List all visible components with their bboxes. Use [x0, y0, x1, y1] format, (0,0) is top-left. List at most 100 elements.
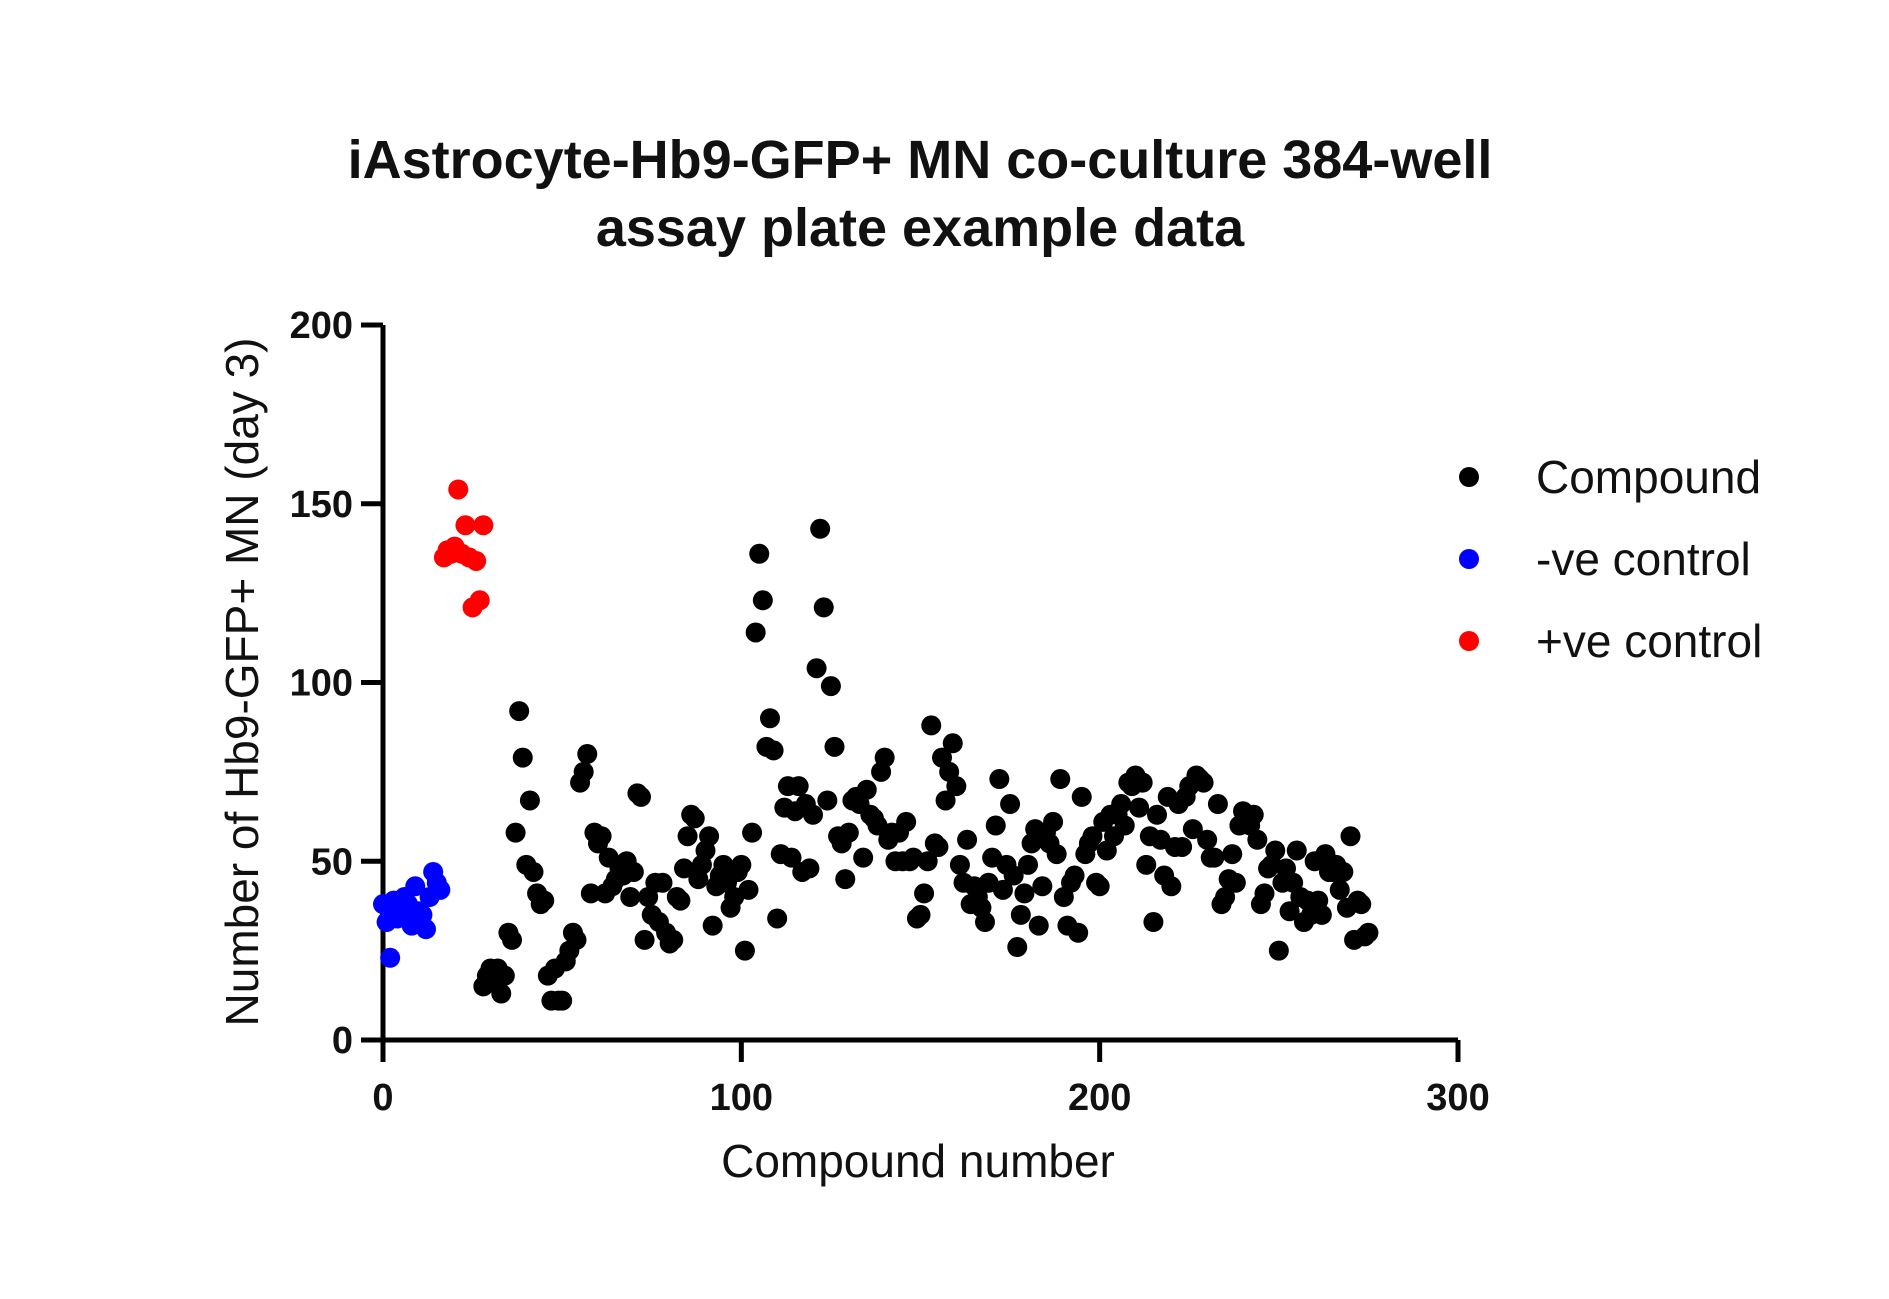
data-point — [466, 550, 487, 571]
data-point — [734, 940, 755, 961]
data-point — [1279, 901, 1300, 922]
data-point — [813, 597, 834, 618]
legend: Compound -ve control +ve control — [1459, 451, 1762, 667]
data-point — [652, 872, 673, 893]
data-point — [985, 815, 1006, 836]
data-point — [835, 869, 856, 890]
data-point — [838, 822, 859, 843]
data-point — [674, 858, 694, 879]
data-point — [799, 858, 820, 879]
data-point — [502, 929, 522, 950]
chart-title: iAstrocyte-Hb9-GFP+ MN co-culture 384-we… — [348, 130, 1493, 258]
data-point — [534, 890, 555, 911]
data-point — [1050, 769, 1071, 790]
data-point — [1046, 844, 1067, 865]
data-point — [788, 776, 809, 797]
legend-label: +ve control — [1536, 615, 1762, 667]
data-point — [573, 761, 594, 782]
data-point — [702, 915, 723, 936]
data-point — [767, 908, 788, 929]
data-point — [935, 790, 956, 811]
data-point — [738, 879, 759, 900]
data-point — [699, 826, 720, 847]
data-point — [1193, 772, 1214, 793]
data-point — [519, 790, 540, 811]
data-point — [552, 990, 573, 1011]
data-point — [634, 929, 655, 950]
data-point — [380, 947, 401, 968]
data-point — [1000, 794, 1021, 815]
data-point — [1358, 922, 1379, 943]
data-point — [1147, 804, 1167, 825]
legend-item: -ve control — [1459, 533, 1751, 585]
data-point — [817, 790, 838, 811]
data-point — [1032, 876, 1053, 897]
data-point — [623, 861, 644, 882]
y-tick-label: 100 — [290, 663, 353, 705]
series-group — [373, 861, 451, 968]
data-point — [523, 861, 544, 882]
x-axis-label: Compound number — [721, 1135, 1115, 1187]
data-point — [416, 919, 436, 940]
data-point — [1082, 826, 1103, 847]
data-point — [663, 929, 684, 950]
data-point — [1014, 883, 1035, 904]
data-point — [921, 715, 942, 736]
data-point — [928, 836, 949, 857]
data-point — [760, 708, 780, 729]
data-point — [1018, 854, 1038, 875]
data-point — [1265, 840, 1286, 861]
series-group — [433, 479, 494, 618]
data-point — [1286, 840, 1307, 861]
data-point — [430, 879, 451, 900]
data-point — [1111, 794, 1132, 815]
data-point — [1132, 772, 1153, 793]
series-group — [473, 518, 1379, 1011]
data-point — [448, 479, 469, 500]
data-point — [512, 747, 533, 768]
data-point — [1207, 794, 1228, 815]
data-point — [763, 740, 784, 761]
y-tick-label: 150 — [290, 484, 353, 526]
data-point — [917, 851, 938, 872]
data-point — [509, 701, 530, 722]
data-point — [1197, 829, 1218, 850]
y-tick-label: 0 — [332, 1020, 353, 1062]
data-point — [1043, 811, 1064, 832]
data-point — [1333, 861, 1354, 882]
data-point — [1247, 829, 1268, 850]
x-ticks: 0 100 200 300 — [372, 1040, 1490, 1119]
data-point — [1340, 826, 1361, 847]
chart-title-line-1: iAstrocyte-Hb9-GFP+ MN co-culture 384-we… — [348, 130, 1493, 190]
data-point — [1329, 879, 1350, 900]
data-point — [874, 747, 895, 768]
data-point — [1114, 815, 1135, 836]
data-point — [824, 736, 845, 757]
legend-marker — [1459, 467, 1479, 487]
data-point — [949, 854, 970, 875]
y-tick-label: 50 — [311, 841, 353, 883]
data-point — [1136, 854, 1157, 875]
data-point — [1010, 904, 1031, 925]
x-tick-label: 100 — [710, 1077, 773, 1119]
data-point — [1172, 836, 1193, 857]
data-point — [405, 876, 426, 897]
data-point — [989, 769, 1010, 790]
data-point — [580, 883, 601, 904]
data-point — [745, 622, 766, 643]
y-axis-label: Number of Hb9-GFP+ MN (day 3) — [216, 338, 268, 1027]
data-point — [591, 826, 612, 847]
data-point — [942, 733, 963, 754]
chart-title-line-2: assay plate example data — [596, 198, 1245, 258]
data-point — [975, 912, 995, 933]
y-tick-label: 200 — [290, 305, 353, 347]
legend-item: +ve control — [1459, 615, 1762, 667]
data-point — [749, 543, 770, 564]
data-point — [505, 822, 526, 843]
x-axis: 0 100 200 300 Compound number — [372, 1037, 1490, 1187]
data-point — [731, 854, 752, 875]
y-axis: 0 50 100 150 200 Number of Hb9-GFP+ MN (day … — [216, 305, 386, 1062]
x-tick-label: 0 — [372, 1077, 393, 1119]
data-point — [781, 847, 802, 868]
data-point — [806, 658, 827, 679]
